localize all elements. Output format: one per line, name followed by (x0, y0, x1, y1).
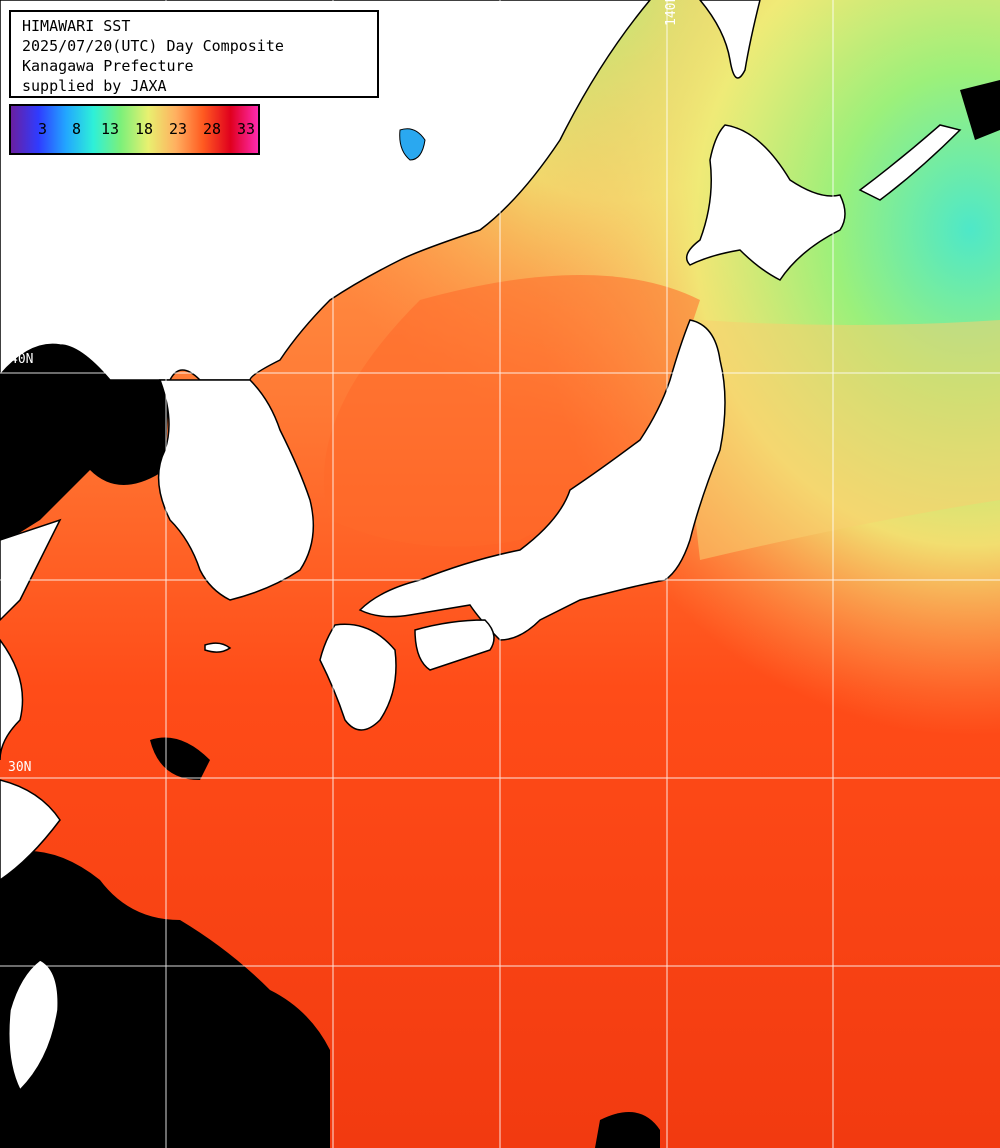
hokkaido (685, 124, 846, 281)
colorbar-tick: 13 (101, 120, 120, 138)
cold-water-patch (399, 128, 426, 161)
korean-peninsula (157, 379, 315, 601)
title-date: 2025/07/20(UTC) Day Composite (22, 37, 284, 55)
colorbar-tick: 33 (237, 120, 256, 138)
colorbar-tick: 28 (203, 120, 222, 138)
colorbar-tick: 18 (135, 120, 154, 138)
kuril-islands (858, 124, 962, 201)
colorbar-tick: 23 (169, 120, 188, 138)
longitude-label-140e: 140E (664, 0, 679, 26)
china-coast (0, 518, 62, 622)
latitude-label-40n: 40N (10, 352, 34, 367)
colorbar-ticks: 3 8 13 18 23 28 33 (11, 120, 258, 140)
no-data-areas (0, 80, 1000, 1148)
east-china-coast (0, 779, 61, 881)
colorbar-tick: 3 (38, 120, 48, 138)
kyushu (319, 623, 397, 731)
honshu (358, 319, 726, 641)
title-product: HIMAWARI SST (22, 17, 131, 35)
shandong-coast (0, 638, 24, 761)
sakhalin (699, 0, 761, 79)
shikoku (414, 619, 495, 671)
taiwan (8, 959, 59, 1092)
title-region: Kanagawa Prefecture (22, 57, 194, 75)
colorbar-tick: 8 (72, 120, 82, 138)
jeju (204, 642, 232, 653)
latitude-label-30n: 30N (8, 760, 32, 775)
colorbar-gradient (11, 106, 258, 153)
temperature-colorbar: 3 8 13 18 23 28 33 (9, 104, 260, 155)
title-credit: supplied by JAXA (22, 77, 167, 95)
title-box: HIMAWARI SST 2025/07/20(UTC) Day Composi… (9, 10, 379, 98)
